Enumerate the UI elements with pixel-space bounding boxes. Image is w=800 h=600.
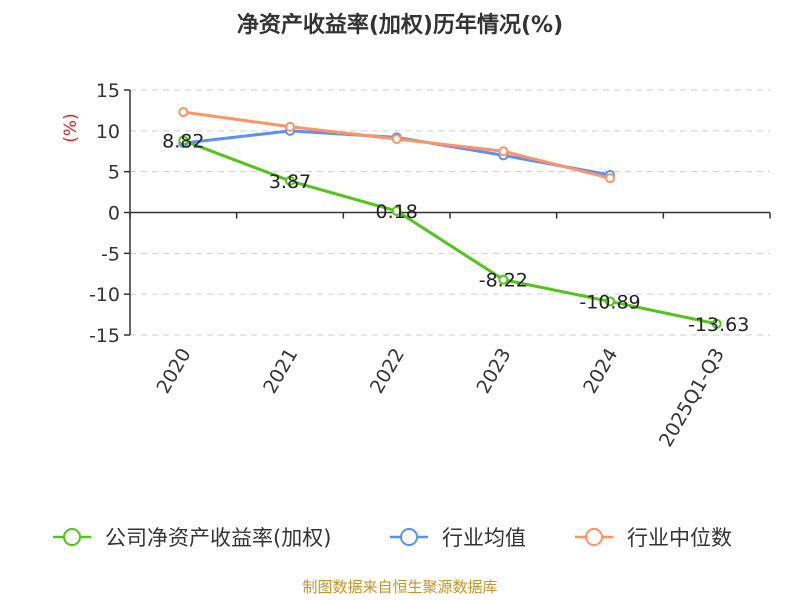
y-tick-label: -5 <box>101 243 120 265</box>
data-point <box>391 206 402 217</box>
legend-marker <box>585 528 603 546</box>
data-label: -8.22 <box>479 270 528 292</box>
x-tick-label: 2020 <box>152 345 195 398</box>
data-labels: 8.82 3.87 0.18 -8.22 -10.89 -13.63 <box>162 130 749 335</box>
data-point <box>178 107 189 118</box>
legend-item: 行业中位数 <box>575 526 732 550</box>
data-label: -13.63 <box>688 314 749 336</box>
x-tick-label: 2024 <box>579 345 622 398</box>
data-point <box>605 173 615 184</box>
series-lines <box>178 107 722 329</box>
legend-item: 行业均值 <box>390 526 526 550</box>
y-axis-unit: (%) <box>61 113 81 142</box>
series-line <box>182 139 717 326</box>
data-point <box>391 134 402 144</box>
x-tick-label: 2021 <box>259 345 302 398</box>
y-tick-label: 15 <box>96 80 120 102</box>
legend-item: 公司净资产收益率(加权) <box>53 526 331 550</box>
data-point <box>498 274 509 285</box>
x-tick-label: 2025Q1-Q3 <box>655 345 729 451</box>
data-point <box>285 175 295 186</box>
legend-label: 行业中位数 <box>627 526 732 550</box>
y-tick-label: 5 <box>108 162 120 184</box>
data-label: 0.18 <box>376 201 418 223</box>
data-point <box>498 146 509 157</box>
x-tick-label: 2023 <box>472 345 515 398</box>
legend-label: 行业均值 <box>442 526 526 550</box>
legend-marker <box>63 528 81 546</box>
y-tick-label: 10 <box>96 121 120 143</box>
y-tick-label: 0 <box>108 203 120 225</box>
data-label: 3.87 <box>269 171 311 193</box>
data-point <box>605 296 615 307</box>
legend-marker <box>400 528 418 546</box>
x-tick-label: 2022 <box>366 345 409 398</box>
y-tick-label: -15 <box>89 325 120 347</box>
data-label: -10.89 <box>579 291 640 313</box>
data-point <box>711 318 722 329</box>
chart-title: 净资产收益率(加权)历年情况(%) <box>237 12 563 38</box>
source-note: 制图数据来自恒生聚源数据库 <box>302 578 497 596</box>
series-line <box>183 110 611 180</box>
y-tick-label: -10 <box>89 284 120 306</box>
data-label: 8.82 <box>162 130 204 152</box>
gridlines <box>130 89 770 336</box>
legend: 公司净资产收益率(加权) 行业均值 行业中位数 <box>53 526 732 550</box>
legend-label: 公司净资产收益率(加权) <box>105 526 331 550</box>
data-point <box>178 135 189 146</box>
data-point <box>285 121 295 132</box>
